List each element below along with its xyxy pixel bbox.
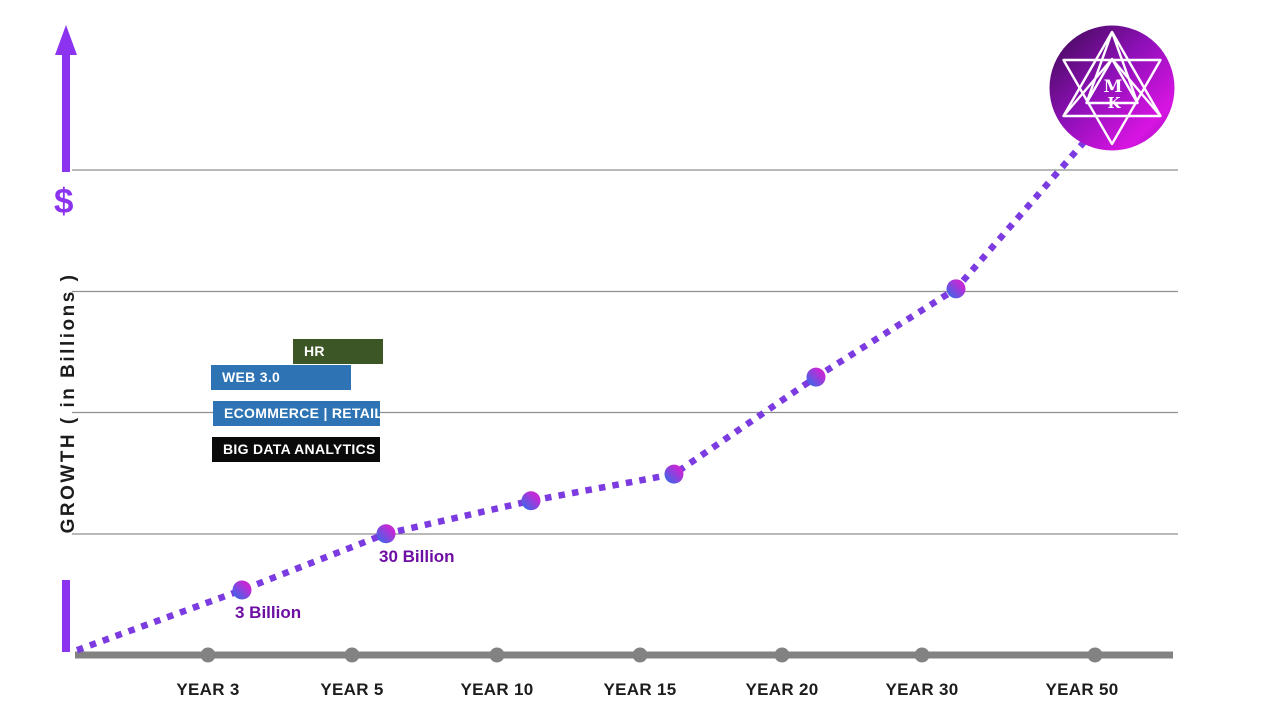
data-points (232, 279, 966, 600)
tick-dot (914, 647, 930, 663)
data-point-dot (806, 367, 826, 387)
y-axis-arrow-icon (55, 25, 77, 172)
merkaba-star-icon (1062, 30, 1162, 146)
logo-letter-k: K (1107, 94, 1121, 112)
sector-label: BIG DATA ANALYTICS (212, 437, 380, 462)
x-axis-label: YEAR 30 (885, 680, 959, 699)
y-axis-title: GROWTH ( in Billions ) (58, 272, 79, 534)
tick-dot (1087, 647, 1103, 663)
data-point-dot (232, 580, 252, 600)
sector-label: WEB 3.0 (211, 365, 351, 390)
currency-symbol: $ (54, 182, 74, 221)
tick-dot (774, 647, 790, 663)
x-axis-label: YEAR 20 (745, 680, 819, 699)
x-axis-label: YEAR 5 (320, 680, 384, 699)
tick-dot (632, 647, 648, 663)
sector-label: HR (293, 339, 383, 364)
data-point-dot (664, 464, 684, 484)
x-axis-label: YEAR 10 (460, 680, 534, 699)
data-point-dot (376, 524, 396, 544)
arrow-head (55, 25, 77, 55)
tick-dot (344, 647, 360, 663)
x-axis-label: YEAR 3 (176, 680, 240, 699)
data-point-dot (521, 491, 541, 511)
x-axis-tick-dots (200, 647, 1103, 663)
data-point-dot (946, 279, 966, 299)
sector-label: ECOMMERCE | RETAIL (213, 401, 383, 426)
x-axis-label: YEAR 15 (603, 680, 677, 699)
logo-circle (1049, 25, 1175, 151)
logo-letter-m: M (1104, 77, 1123, 97)
value-annotation: 3 Billion (235, 603, 302, 622)
value-annotation: 30 Billion (379, 546, 455, 566)
tick-dot (489, 647, 505, 663)
x-axis-label: YEAR 50 (1045, 680, 1119, 699)
growth-dotted-line (75, 138, 1088, 654)
mk-logo: M K (1049, 25, 1175, 151)
tick-dot (200, 647, 216, 663)
